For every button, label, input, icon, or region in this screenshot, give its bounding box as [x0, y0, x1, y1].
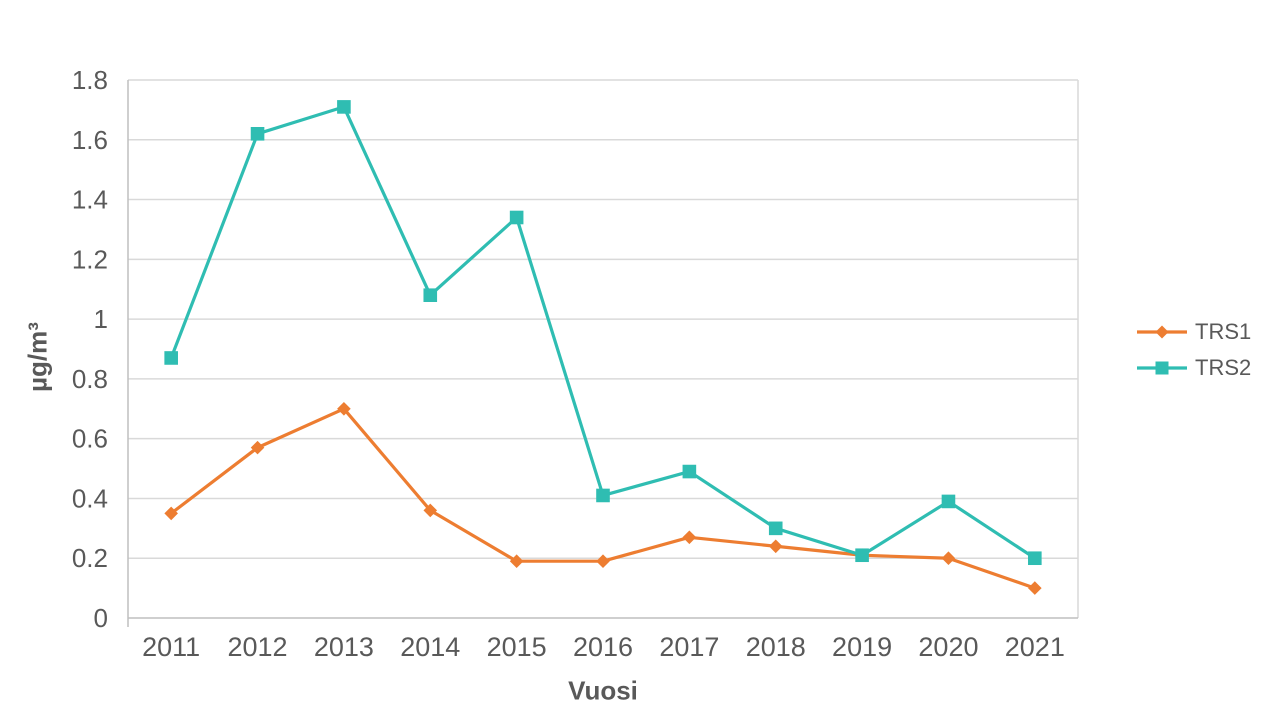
- y-tick-label: 0.6: [72, 424, 108, 454]
- legend-label-trs1: TRS1: [1195, 319, 1252, 344]
- marker-square-trs2: [596, 488, 610, 503]
- marker-square-trs2: [941, 494, 956, 509]
- y-tick-label: 1: [94, 304, 108, 334]
- y-tick-label: 1.8: [72, 65, 108, 95]
- marker-diamond-trs1: [423, 503, 438, 518]
- marker-square-trs2: [250, 127, 265, 141]
- x-tick-label: 2021: [1005, 632, 1065, 662]
- marker-square-trs2: [682, 464, 697, 479]
- y-tick-label: 1.6: [72, 125, 108, 155]
- marker-square-trs2: [768, 521, 783, 536]
- x-tick-label: 2016: [573, 632, 633, 662]
- x-tick-label: 2019: [832, 632, 892, 662]
- marker-diamond-trs1: [509, 554, 524, 569]
- trs1-line-diamond-icon: [1137, 325, 1187, 339]
- marker-diamond-trs1: [941, 551, 956, 566]
- marker-square-trs2: [1028, 551, 1042, 566]
- y-tick-label: 0: [94, 603, 108, 633]
- marker-diamond-trs1: [250, 440, 265, 455]
- marker-diamond-trs1: [768, 539, 783, 554]
- legend-item-trs1: TRS1: [1136, 317, 1251, 347]
- y-axis-title: µg/m³: [22, 322, 53, 392]
- x-tick-label: 2011: [142, 632, 200, 662]
- marker-diamond-trs1: [1028, 581, 1042, 595]
- marker-diamond-trs1: [337, 401, 351, 416]
- marker-diamond-trs1: [164, 506, 178, 521]
- y-tick-label: 0.4: [72, 483, 108, 513]
- x-tick-label: 2020: [918, 632, 978, 662]
- trs2-line-square-icon: [1137, 361, 1187, 375]
- marker-diamond-trs1: [682, 530, 697, 545]
- x-axis-title: Vuosi: [568, 675, 638, 706]
- marker-square-trs2: [509, 210, 524, 225]
- x-tick-label: 2015: [487, 632, 547, 662]
- marker-square-trs2: [337, 100, 351, 114]
- legend-label-trs2: TRS2: [1195, 355, 1252, 380]
- legend-item-trs2: TRS2: [1136, 353, 1251, 383]
- y-tick-label: 1.2: [72, 244, 108, 274]
- x-tick-label: 2017: [659, 632, 719, 662]
- marker-square-trs2: [855, 548, 869, 563]
- x-tick-label: 2014: [400, 632, 460, 662]
- marker-square-trs2: [164, 351, 178, 365]
- y-tick-label: 1.4: [72, 185, 108, 215]
- marker-square-trs2: [423, 288, 438, 302]
- x-tick-label: 2012: [228, 632, 288, 662]
- y-tick-label: 0.8: [72, 364, 108, 394]
- y-tick-label: 0.2: [72, 543, 108, 573]
- x-tick-label: 2013: [314, 632, 374, 662]
- legend: TRS1 TRS2: [1136, 317, 1251, 383]
- x-tick-label: 2018: [746, 632, 806, 662]
- marker-diamond-trs1: [596, 554, 610, 569]
